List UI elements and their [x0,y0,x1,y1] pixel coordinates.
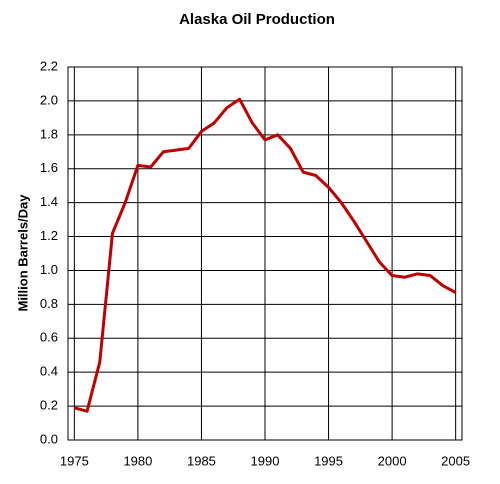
y-tick-label: 1.4 [40,194,58,209]
y-tick-label: 0.0 [40,431,58,446]
y-tick-label: 1.6 [40,160,58,175]
data-line [73,97,457,413]
y-axis-label: Million Barrels/Day [15,194,30,312]
x-tick-label: 1995 [314,453,343,468]
y-tick-label: 1.0 [40,262,58,277]
y-tick-label: 1.8 [40,126,58,141]
y-tick-label: 0.2 [40,398,58,413]
y-tick-label: 1.2 [40,228,58,243]
x-tick-label: 2000 [378,453,407,468]
x-tick-label: 1990 [251,453,280,468]
y-tick-label: 0.4 [40,364,58,379]
y-tick-label: 0.8 [40,296,58,311]
x-tick-label: 1980 [123,453,152,468]
x-tick-label: 2005 [441,453,470,468]
x-tick-label: 1975 [60,453,89,468]
x-tick-label: 1985 [187,453,216,468]
y-tick-label: 2.0 [40,92,58,107]
y-tick-label: 2.2 [40,58,58,73]
y-tick-label: 0.6 [40,330,58,345]
chart-title: Alaska Oil Production [179,11,335,28]
